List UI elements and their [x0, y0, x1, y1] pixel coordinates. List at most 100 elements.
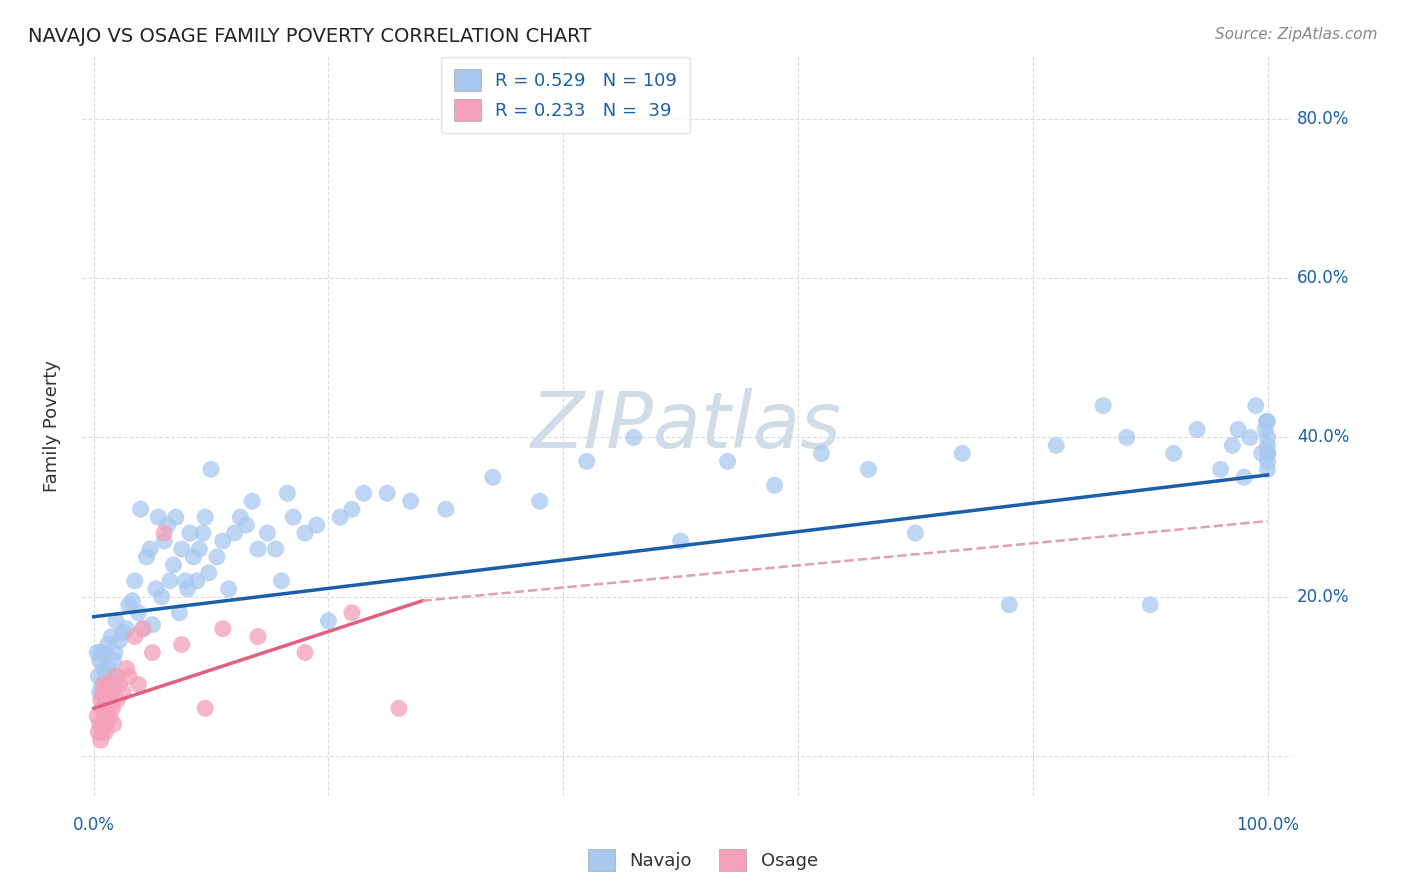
Point — [1257, 430, 1279, 444]
Point — [127, 677, 149, 691]
Legend: Navajo, Osage: Navajo, Osage — [581, 842, 825, 879]
Point — [105, 614, 128, 628]
Point — [105, 693, 128, 707]
Point — [97, 677, 120, 691]
Point — [1256, 415, 1278, 429]
Point — [124, 630, 146, 644]
Point — [115, 622, 138, 636]
Point — [132, 622, 155, 636]
Point — [93, 646, 115, 660]
Point — [224, 526, 246, 541]
Point — [529, 494, 551, 508]
Point — [998, 598, 1021, 612]
Point — [118, 669, 141, 683]
Text: 80.0%: 80.0% — [1296, 110, 1350, 128]
Point — [91, 717, 114, 731]
Point — [148, 510, 170, 524]
Point — [183, 549, 205, 564]
Point — [139, 541, 162, 556]
Point — [90, 693, 112, 707]
Point — [1163, 446, 1185, 460]
Point — [112, 625, 135, 640]
Text: NAVAJO VS OSAGE FAMILY POVERTY CORRELATION CHART: NAVAJO VS OSAGE FAMILY POVERTY CORRELATI… — [28, 27, 592, 45]
Point — [115, 661, 138, 675]
Point — [89, 717, 111, 731]
Text: ZIPatlas: ZIPatlas — [531, 387, 842, 464]
Point — [91, 685, 114, 699]
Point — [318, 614, 340, 628]
Point — [97, 638, 120, 652]
Point — [1227, 423, 1250, 437]
Point — [575, 454, 598, 468]
Point — [90, 646, 112, 660]
Point — [98, 709, 121, 723]
Point — [94, 669, 117, 683]
Point — [170, 541, 193, 556]
Point — [118, 598, 141, 612]
Point — [165, 510, 187, 524]
Point — [121, 594, 143, 608]
Point — [112, 685, 135, 699]
Point — [87, 725, 110, 739]
Text: 20.0%: 20.0% — [1296, 588, 1350, 606]
Point — [1257, 446, 1279, 460]
Point — [482, 470, 505, 484]
Point — [150, 590, 173, 604]
Point — [124, 574, 146, 588]
Point — [1244, 399, 1267, 413]
Point — [1254, 423, 1277, 437]
Text: 40.0%: 40.0% — [1296, 428, 1350, 447]
Point — [97, 693, 120, 707]
Point — [810, 446, 832, 460]
Point — [141, 646, 163, 660]
Point — [270, 574, 292, 588]
Point — [399, 494, 422, 508]
Point — [105, 669, 128, 683]
Point — [104, 646, 127, 660]
Point — [388, 701, 411, 715]
Point — [186, 574, 208, 588]
Point — [127, 606, 149, 620]
Point — [93, 677, 115, 691]
Point — [197, 566, 219, 580]
Point — [1233, 470, 1256, 484]
Point — [294, 526, 316, 541]
Point — [188, 541, 211, 556]
Point — [763, 478, 786, 492]
Point — [1115, 430, 1137, 444]
Point — [174, 574, 197, 588]
Point — [247, 630, 270, 644]
Point — [96, 717, 118, 731]
Text: Source: ZipAtlas.com: Source: ZipAtlas.com — [1215, 27, 1378, 42]
Point — [340, 502, 363, 516]
Point — [1239, 430, 1261, 444]
Point — [235, 518, 257, 533]
Point — [176, 582, 198, 596]
Point — [1139, 598, 1161, 612]
Point — [240, 494, 263, 508]
Point — [86, 709, 108, 723]
Point — [89, 685, 111, 699]
Point — [87, 669, 110, 683]
Point — [211, 622, 233, 636]
Point — [1257, 415, 1279, 429]
Point — [305, 518, 328, 533]
Legend: R = 0.529   N = 109, R = 0.233   N =  39: R = 0.529 N = 109, R = 0.233 N = 39 — [441, 57, 690, 133]
Y-axis label: Family Poverty: Family Poverty — [44, 359, 60, 491]
Point — [96, 701, 118, 715]
Point — [162, 558, 184, 572]
Point — [98, 685, 121, 699]
Point — [329, 510, 352, 524]
Point — [623, 430, 645, 444]
Point — [1209, 462, 1232, 476]
Point — [1185, 423, 1208, 437]
Point — [104, 669, 127, 683]
Point — [179, 526, 201, 541]
Point — [100, 630, 122, 644]
Text: 0.0%: 0.0% — [73, 816, 115, 834]
Point — [669, 534, 692, 549]
Point — [153, 534, 176, 549]
Point — [194, 701, 217, 715]
Point — [93, 709, 115, 723]
Point — [108, 677, 131, 691]
